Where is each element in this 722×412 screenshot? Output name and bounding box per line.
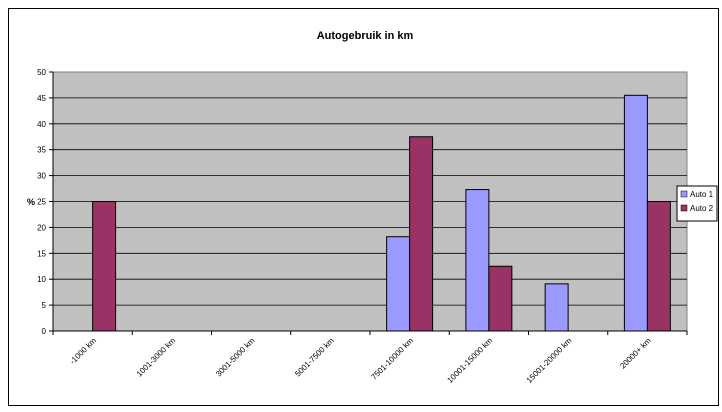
y-tick-label: 10 <box>37 275 46 284</box>
y-tick-label: 20 <box>37 223 46 232</box>
bars <box>92 94 671 332</box>
bar-auto-2-4 <box>409 136 434 332</box>
y-axis-label: % <box>27 197 35 207</box>
chart-svg: Autogebruik in km 0 5 10 15 20 25 30 35 40 45 50 -1… <box>27 30 718 385</box>
x-tick-label: 7501-10000 km <box>369 336 415 382</box>
bar-auto-1-5 <box>465 189 490 332</box>
bar-auto-2-0 <box>92 201 117 332</box>
bar-auto-1-7 <box>623 94 648 332</box>
x-tick-label: 3001-5000 km <box>214 336 257 379</box>
x-tick-label: 15001-20000 km <box>525 336 574 385</box>
grid-lines <box>53 97 687 306</box>
x-tick-label: 10001-15000 km <box>445 336 494 385</box>
y-tick-label: 5 <box>42 301 47 310</box>
bar-auto-2-5 <box>488 265 513 332</box>
y-tick-label: 40 <box>37 120 46 129</box>
legend: Auto 1 Auto 2 <box>676 185 718 222</box>
x-tick-label: 1001-3000 km <box>135 336 178 379</box>
x-tick-label: -1000 km <box>68 336 98 366</box>
y-tick-label: 45 <box>37 94 46 103</box>
legend-label-auto-1: Auto 1 <box>690 190 714 199</box>
y-tick-label: 0 <box>42 327 47 336</box>
y-tick-label: 25 <box>37 198 46 207</box>
bar-auto-2-7 <box>646 201 671 332</box>
chart-title: Autogebruik in km <box>317 30 414 42</box>
y-tick-label: 30 <box>37 172 46 181</box>
y-tick-label: 50 <box>37 68 46 77</box>
legend-swatch-auto-2 <box>680 204 688 212</box>
chart-area: Autogebruik in km 0 5 10 15 20 25 30 35 40 45 50 -1… <box>8 8 719 406</box>
bar-auto-1-6 <box>544 283 569 332</box>
x-tick-label: 20000+ km <box>618 336 653 371</box>
y-tick-label: 15 <box>37 249 46 258</box>
legend-label-auto-2: Auto 2 <box>690 204 714 213</box>
bar-auto-1-4 <box>386 236 411 332</box>
y-tick-label: 35 <box>37 146 46 155</box>
x-tick-label: 5001-7500 km <box>293 336 336 379</box>
legend-swatch-auto-1 <box>680 190 688 198</box>
